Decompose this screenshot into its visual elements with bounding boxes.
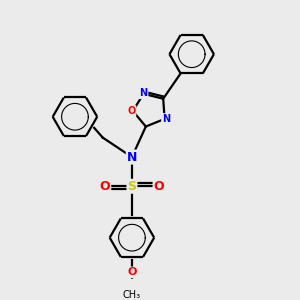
Text: S: S [128, 180, 136, 193]
Text: O: O [100, 180, 110, 193]
Text: CH₃: CH₃ [123, 290, 141, 300]
Text: N: N [127, 151, 137, 164]
Text: O: O [127, 106, 136, 116]
Text: N: N [162, 114, 170, 124]
Text: N: N [140, 88, 148, 98]
Text: O: O [154, 180, 164, 193]
Text: O: O [127, 267, 136, 278]
